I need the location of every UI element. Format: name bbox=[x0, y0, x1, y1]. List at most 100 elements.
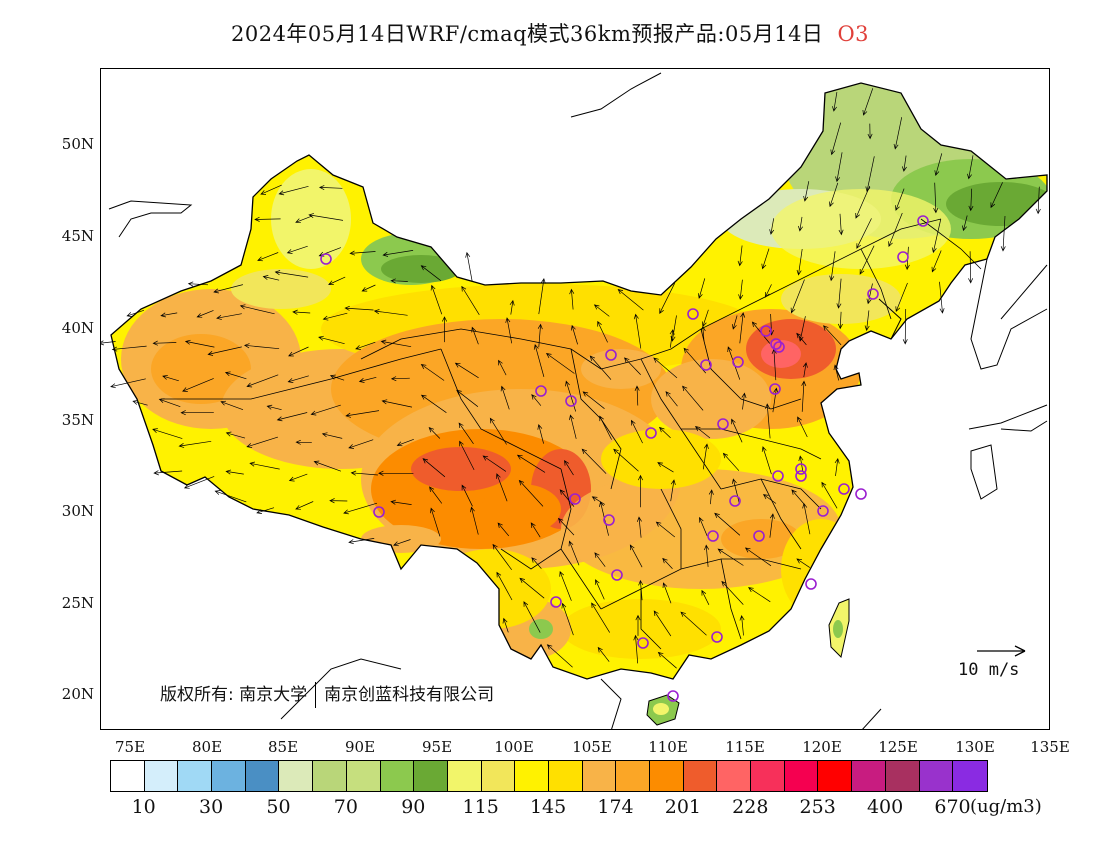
wind-arrow bbox=[704, 544, 710, 567]
wind-arrow bbox=[220, 400, 244, 411]
wind-arrow bbox=[184, 339, 215, 348]
pollutant-label: O3 bbox=[837, 22, 870, 46]
wind-arrow bbox=[698, 516, 708, 537]
station-marker bbox=[917, 215, 929, 227]
map-title: 2024年05月14日WRF/cmaq模式36km预报产品:05月14日 O3 bbox=[0, 18, 1100, 48]
wind-arrow bbox=[798, 316, 806, 342]
colorbar-unit: (ug/m3) bbox=[970, 796, 1042, 817]
wind-arrow bbox=[111, 345, 147, 352]
wind-arrow bbox=[802, 362, 808, 378]
wind-arrow bbox=[559, 570, 572, 601]
wind-arrow bbox=[422, 458, 446, 478]
wind-arrow bbox=[454, 362, 479, 379]
wind-arrow bbox=[266, 404, 282, 411]
station-marker bbox=[707, 530, 719, 542]
station-marker bbox=[867, 288, 879, 300]
wind-arrow bbox=[962, 215, 968, 232]
wind-arrow bbox=[500, 385, 510, 410]
wind-arrow bbox=[429, 486, 443, 504]
wind-arrow bbox=[441, 316, 448, 343]
wind-arrow bbox=[659, 426, 671, 439]
wind-arrow bbox=[246, 374, 279, 388]
wind-arrow bbox=[180, 410, 214, 416]
wind-arrow bbox=[772, 387, 779, 413]
station-marker bbox=[711, 631, 723, 643]
wind-arrow bbox=[492, 543, 512, 571]
station-marker bbox=[550, 596, 562, 608]
wind-arrow bbox=[382, 250, 414, 257]
wind-arrow bbox=[700, 325, 706, 342]
wind-arrow bbox=[287, 375, 309, 383]
colorbar-tick-label: 30 bbox=[199, 796, 224, 818]
wind-arrow bbox=[158, 398, 181, 408]
wind-arrow bbox=[791, 489, 806, 506]
wind-arrow bbox=[796, 248, 803, 276]
wind-arrow bbox=[152, 428, 183, 439]
wind-arrow bbox=[225, 431, 246, 439]
lat-label-20n: 20N bbox=[61, 685, 94, 703]
colorbar-swatch bbox=[380, 761, 415, 791]
forecast-map[interactable] bbox=[100, 68, 1050, 730]
station-marker bbox=[535, 385, 547, 397]
wind-arrow bbox=[214, 490, 247, 503]
wind-arrow bbox=[533, 344, 545, 377]
lon-label-135e: 135E bbox=[1030, 738, 1070, 756]
wind-arrow bbox=[665, 391, 678, 407]
wind-arrow bbox=[343, 502, 378, 515]
wind-arrow bbox=[509, 299, 515, 315]
wind-arrow bbox=[697, 278, 706, 299]
wind-arrow bbox=[310, 404, 341, 416]
station-marker bbox=[773, 341, 785, 353]
wind-arrow bbox=[802, 502, 811, 535]
wind-arrow bbox=[256, 507, 275, 514]
wind-arrow bbox=[829, 251, 836, 282]
wind-arrow bbox=[717, 548, 744, 566]
wind-arrow bbox=[653, 357, 678, 379]
wind-arrow bbox=[597, 646, 610, 662]
wind-arrow bbox=[659, 283, 676, 315]
wind-arrow bbox=[329, 498, 348, 504]
lon-label-95e: 95E bbox=[421, 738, 453, 756]
wind-arrow bbox=[939, 281, 945, 314]
wind-arrow bbox=[727, 346, 741, 380]
wind-arrow bbox=[318, 335, 345, 345]
wind-arrow bbox=[295, 215, 313, 224]
colorbar-swatch bbox=[953, 761, 987, 791]
wind-arrow bbox=[350, 470, 378, 476]
wind-arrow bbox=[934, 153, 943, 176]
colorbar-swatch bbox=[111, 761, 145, 791]
wind-arrow bbox=[216, 313, 242, 320]
wind-arrow bbox=[276, 412, 308, 422]
wind-arrow bbox=[748, 587, 771, 603]
colorbar-tick-label: 10 bbox=[131, 796, 156, 818]
station-marker bbox=[320, 253, 332, 265]
wind-arrow bbox=[834, 458, 840, 477]
colorbar-swatch bbox=[818, 761, 853, 791]
wind-arrow bbox=[345, 410, 380, 418]
colorbar-tick-label: 201 bbox=[664, 796, 702, 818]
wind-arrow bbox=[162, 374, 179, 382]
station-marker bbox=[897, 251, 909, 263]
wind-arrow bbox=[790, 279, 805, 314]
country-border bbox=[110, 82, 1048, 680]
wind-arrow bbox=[498, 359, 507, 376]
colorbar-swatch bbox=[852, 761, 886, 791]
taiwan-island bbox=[828, 598, 850, 658]
wind-arrow bbox=[260, 184, 282, 195]
wind-arrow bbox=[564, 460, 574, 476]
station-marker bbox=[770, 338, 782, 350]
wind-arrow bbox=[496, 571, 513, 601]
wind-arrow bbox=[537, 424, 544, 444]
wind-arrow bbox=[702, 443, 709, 470]
lon-label-120e: 120E bbox=[802, 738, 842, 756]
wind-arrow bbox=[655, 521, 676, 538]
wind-arrow bbox=[328, 276, 346, 285]
colorbar-swatch bbox=[481, 761, 516, 791]
wind-arrow bbox=[523, 601, 541, 633]
copyright-org-nju: 南京大学 bbox=[239, 685, 308, 705]
lon-label-80e: 80E bbox=[191, 738, 223, 756]
wind-arrow bbox=[183, 476, 215, 489]
colorbar-tick-label: 253 bbox=[799, 796, 836, 818]
wind-arrow bbox=[629, 544, 643, 568]
station-marker bbox=[700, 359, 712, 371]
